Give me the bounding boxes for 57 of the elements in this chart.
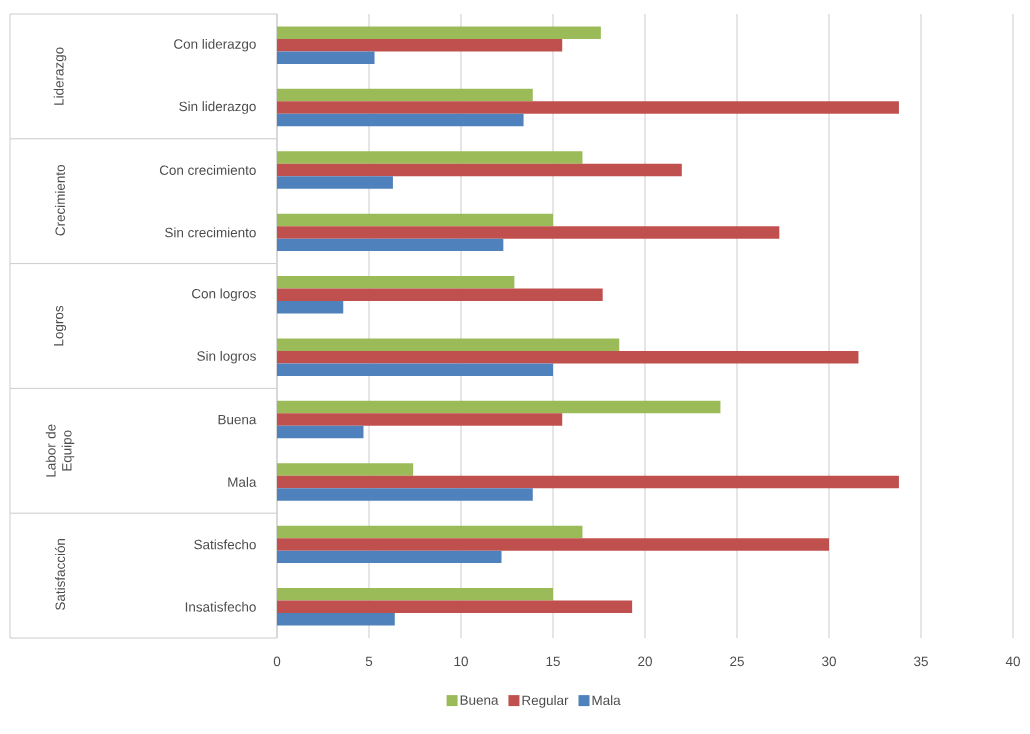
x-tick-label: 0 [273,656,281,667]
text: Logros [53,305,67,346]
bar [277,413,563,426]
legend-label: Buena [460,695,499,705]
y-tick-label: Insatisfecho [185,601,256,612]
bar [277,88,533,102]
y-tick-label: Satisfecho [194,539,256,550]
bar [277,151,583,164]
bar [277,425,364,439]
bar [277,113,524,127]
legend-label: Mala [592,695,621,706]
text: Labor de Equipo [45,424,75,477]
bar [277,213,554,227]
bar [277,301,344,314]
bar [277,26,601,39]
bar [277,363,554,376]
x-tick-label: 10 [454,656,468,667]
bar [277,226,780,239]
bar [277,525,583,539]
bar [277,51,375,64]
y-tick-label: Mala [228,477,257,487]
y-tick-label: Con logros [192,288,256,302]
bar [277,101,899,114]
x-tick-label: 5 [365,656,373,666]
bar [277,400,721,414]
x-tick-label: 25 [730,656,744,667]
bar [277,463,414,476]
legend-label: Regular [522,695,569,708]
y-tick-label: Con crecimiento [159,165,256,175]
text: Satisfacción [54,538,66,610]
bar [277,600,633,614]
bar [277,350,859,364]
bar [277,288,603,302]
bar [277,38,563,52]
x-tick-label: 20 [638,656,652,667]
x-tick-label: 30 [822,656,836,667]
y-tick-label: Sin logros [197,350,256,364]
bar [277,338,620,351]
bar [277,588,554,601]
bar [277,488,533,501]
text: Crecimiento [55,165,65,236]
bar [277,613,395,626]
bar [277,538,830,551]
bar [277,238,504,252]
bar [277,276,515,289]
y-tick-label: Sin crecimiento [165,227,256,238]
bar [277,163,682,177]
y-tick-label: Sin liderazgo [179,101,256,114]
bar [277,176,393,189]
x-tick-label: 35 [914,656,928,667]
bar [277,550,502,564]
y-tick-label: Con liderazgo [174,38,256,52]
x-tick-label: 15 [546,656,560,666]
text: Liderazgo [53,47,67,105]
x-tick-label: 40 [1005,656,1020,667]
bar [277,475,899,489]
y-tick-label: Buena [218,414,257,425]
